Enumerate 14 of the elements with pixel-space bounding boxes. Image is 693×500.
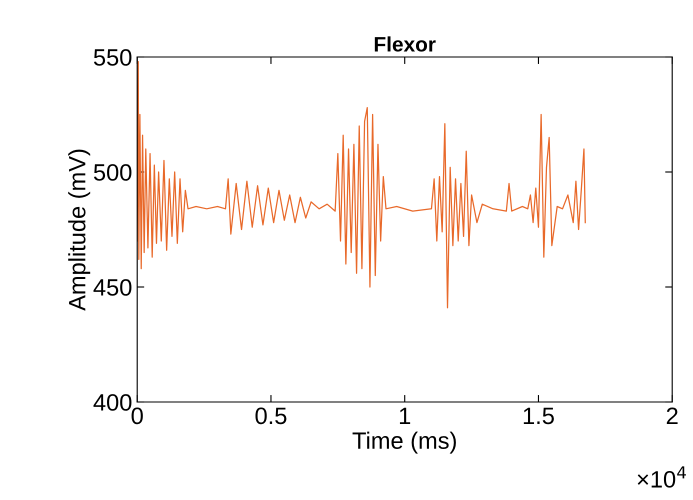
x-axis-title: Time (ms) — [352, 432, 456, 454]
y-axis-title: Amplitude (mV) — [68, 150, 90, 311]
x-tick-label: 1 — [400, 408, 410, 424]
y-tick-label: 500 — [94, 164, 132, 181]
x-tick-label: 2 — [666, 407, 678, 424]
x-tick-label: 1.5 — [524, 408, 554, 424]
text: ×10$^{4}$ — [638, 466, 686, 488]
chart-title: Flexor — [374, 36, 436, 52]
x-tick-label: 0 — [132, 407, 143, 424]
y-tick-label: 450 — [94, 279, 132, 296]
line-series — [137, 60, 586, 308]
y-tick-label: 550 — [94, 49, 132, 66]
y-tick-label: 400 — [94, 394, 132, 411]
x-tick-label: 0.5 — [255, 407, 286, 424]
